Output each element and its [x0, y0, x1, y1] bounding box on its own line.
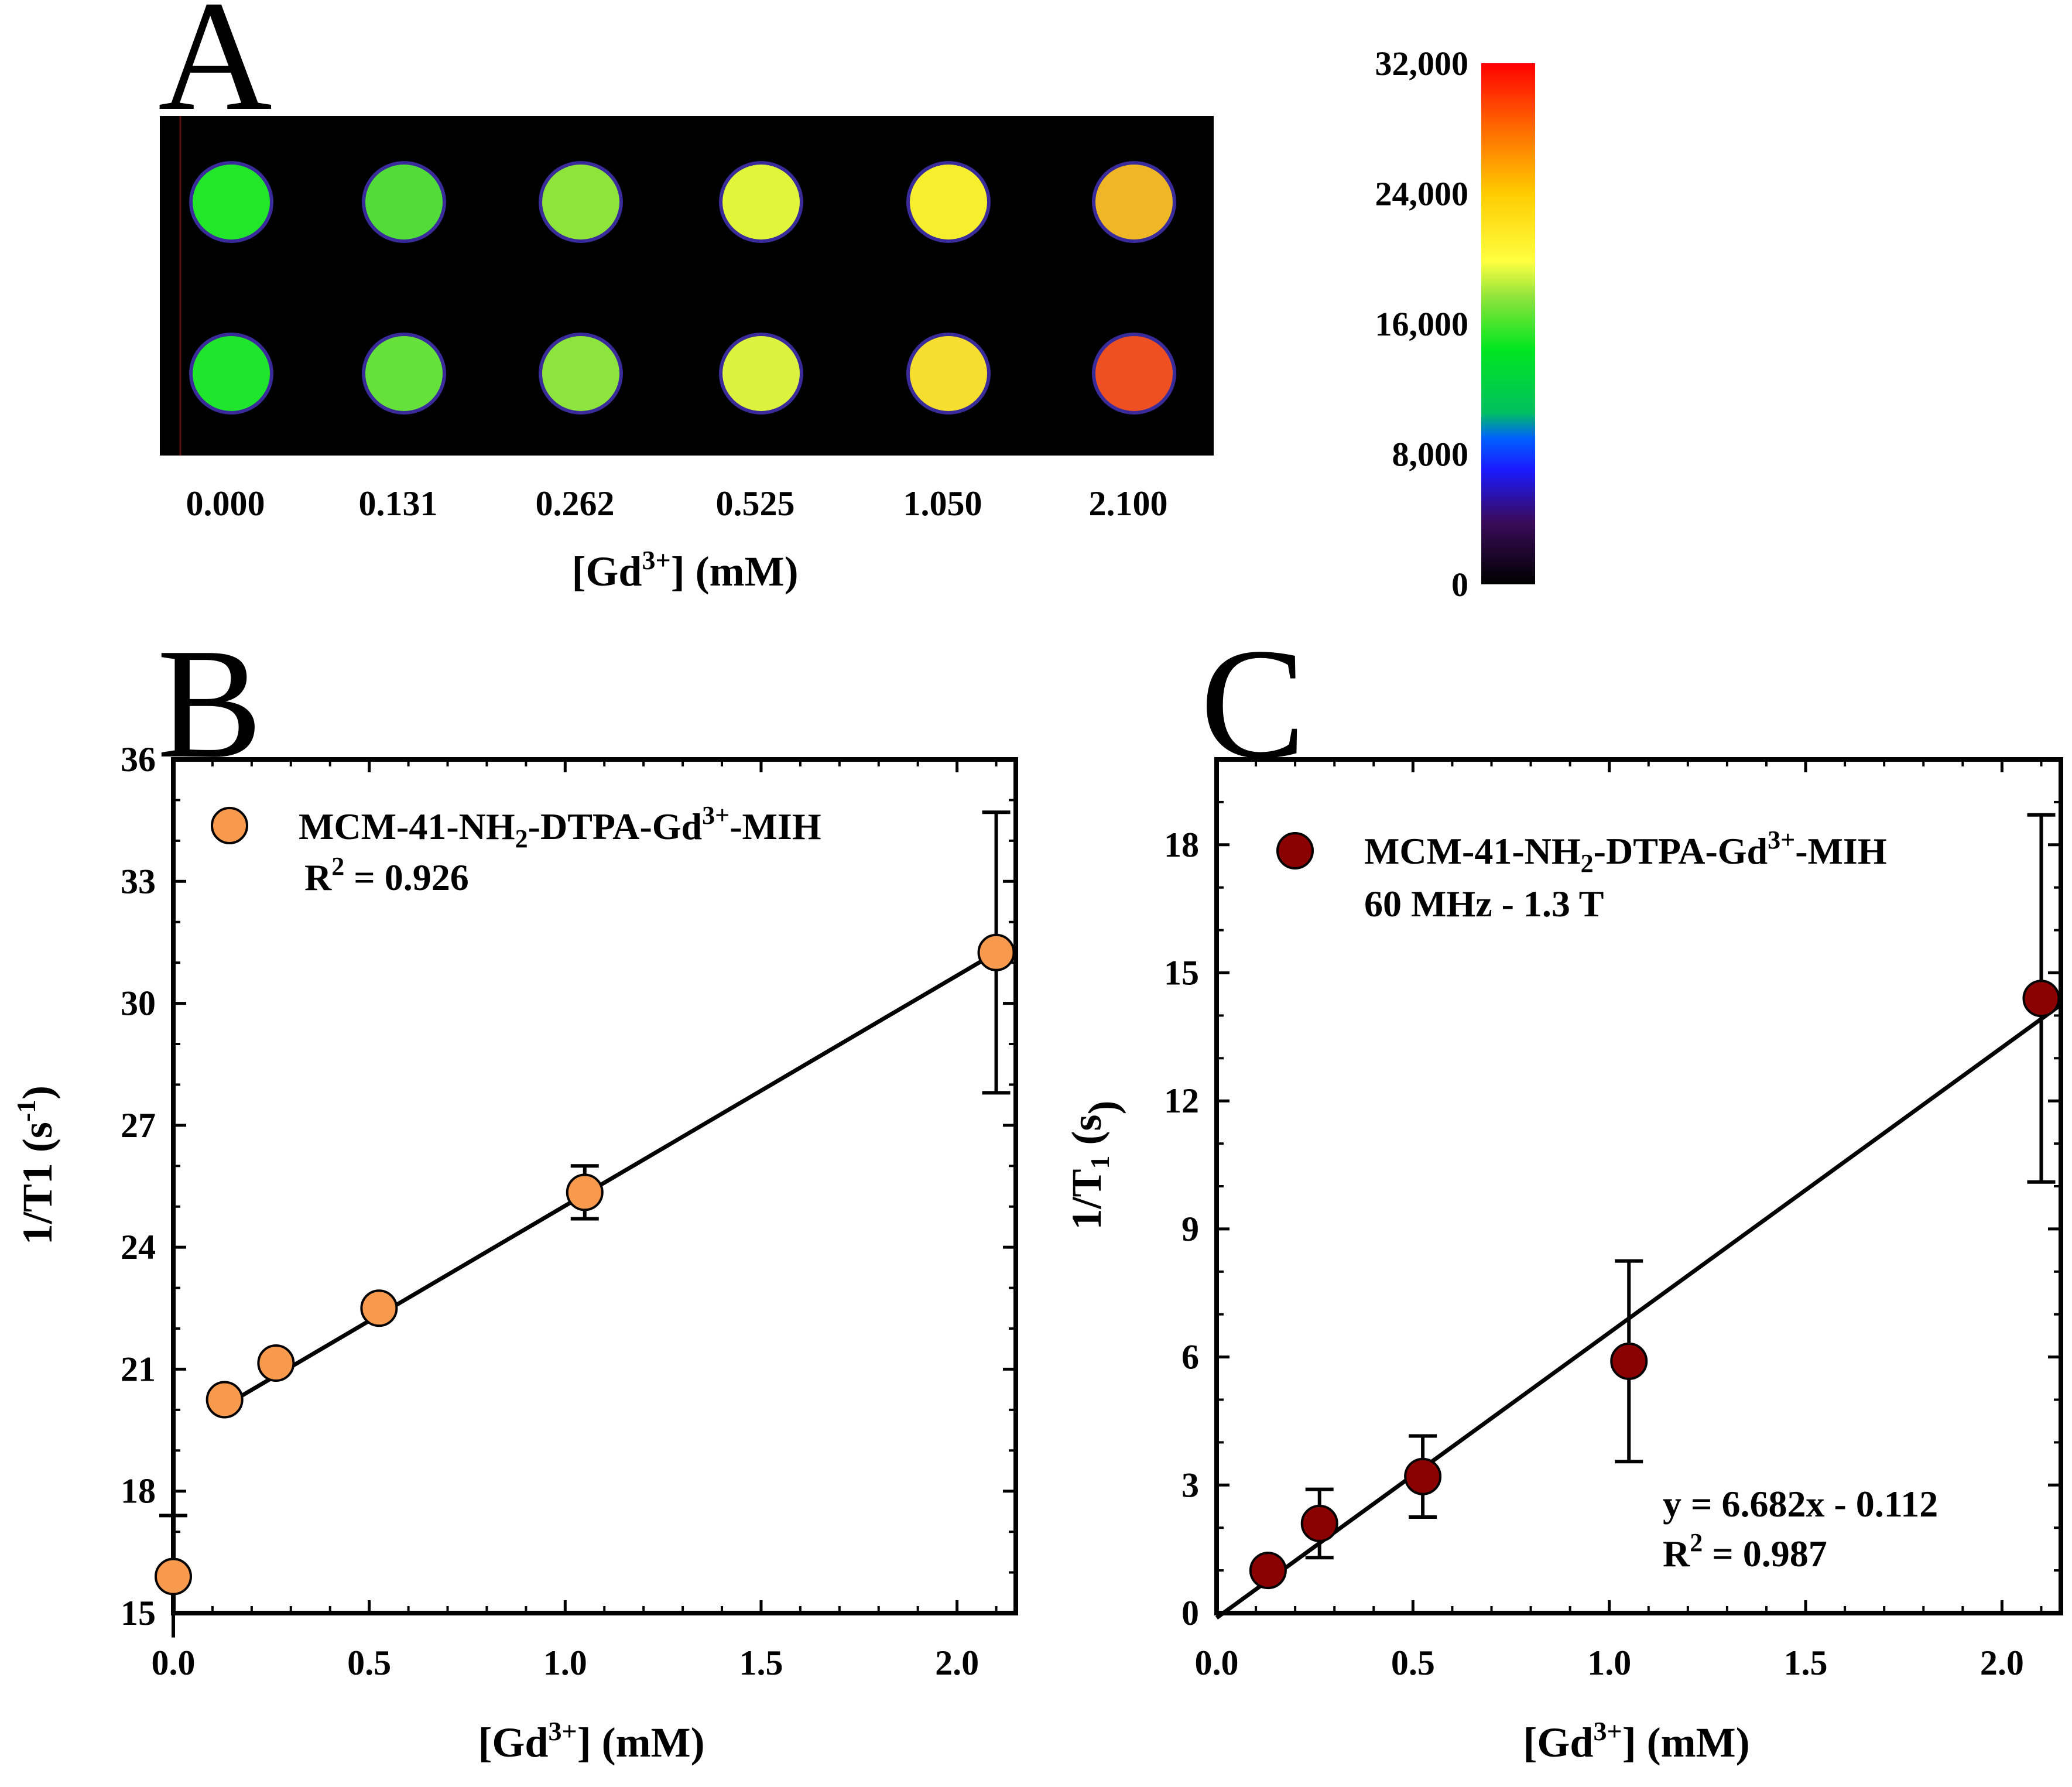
panel-a: A 0.000 0.131 0.262 0.525 1.050 2.100 [Gd3+] … — [158, 0, 1535, 604]
mri-well — [1095, 165, 1173, 239]
panel-a-xlabel: [Gd3+] (mM) — [571, 545, 798, 595]
mri-image-background — [160, 116, 1214, 456]
concentration-label: 2.100 — [1089, 484, 1168, 523]
chart-c-equation: y = 6.682x - 0.112 — [1663, 1483, 1938, 1525]
concentration-label: 0.525 — [716, 484, 795, 523]
colorbar — [1481, 63, 1535, 584]
chart-c-xlabel: [Gd3+] (mM) — [1523, 1716, 1749, 1766]
y-tick-label: 15 — [121, 1594, 156, 1632]
chart-b-ylabel: 1/T1 (s-1) — [11, 1086, 61, 1245]
mri-well — [1095, 336, 1173, 411]
colorbar-tick-label: 16,000 — [1375, 305, 1469, 343]
x-tick-label: 0.0 — [1195, 1644, 1239, 1682]
colorbar-tick-label: 8,000 — [1392, 436, 1469, 474]
chart-c-legend: MCM-41-NH2-DTPA-Gd3+-MIH 60 MHz - 1.3 T … — [1364, 826, 1938, 1574]
y-tick-label: 30 — [121, 984, 156, 1023]
data-point — [206, 1381, 244, 1419]
concentration-label: 0.262 — [536, 484, 615, 523]
mri-well — [193, 336, 270, 411]
plot-frame — [171, 757, 1018, 1615]
colorbar-tick-label: 32,000 — [1375, 44, 1469, 83]
x-tick-label: 0.0 — [152, 1644, 196, 1682]
colorbar-tick-label: 24,000 — [1375, 175, 1469, 213]
colorbar-tick-label: 0 — [1451, 566, 1468, 604]
y-tick-label: 18 — [1164, 826, 1199, 864]
x-tick-label: 2.0 — [1980, 1644, 2024, 1682]
y-tick-label: 21 — [121, 1350, 156, 1388]
y-tick-label: 0 — [1181, 1594, 1199, 1632]
y-tick-label: 9 — [1181, 1210, 1199, 1248]
chart-c-legend-sublabel: 60 MHz - 1.3 T — [1364, 883, 1604, 925]
chart-b-legend-label: MCM-41-NH2-DTPA-Gd3+-MIH — [299, 801, 821, 853]
mri-well — [910, 165, 987, 239]
data-point — [257, 1344, 295, 1382]
concentration-labels: 0.000 0.131 0.262 0.525 1.050 2.100 — [186, 484, 1168, 523]
legend-marker — [211, 807, 248, 844]
mri-well — [542, 165, 619, 239]
y-tick-label: 18 — [121, 1472, 156, 1511]
x-tick-label: 1.5 — [739, 1644, 783, 1682]
data-point — [566, 1173, 604, 1211]
y-tick-label: 27 — [121, 1106, 156, 1145]
y-tick-label: 3 — [1181, 1466, 1199, 1504]
concentration-label: 1.050 — [903, 484, 982, 523]
x-tick-label: 2.0 — [935, 1644, 979, 1682]
x-tick-label: 0.5 — [347, 1644, 391, 1682]
data-point — [360, 1289, 398, 1327]
concentration-label: 0.131 — [359, 484, 438, 523]
mri-well — [722, 336, 800, 411]
y-tick-label: 6 — [1181, 1338, 1199, 1377]
chart-c-r2: R2 = 0.987 — [1663, 1528, 1827, 1574]
mri-well — [365, 165, 443, 239]
data-point — [1610, 1342, 1648, 1380]
x-tick-label: 1.5 — [1784, 1644, 1828, 1682]
data-point — [1404, 1457, 1442, 1495]
y-tick-label: 15 — [1164, 954, 1199, 992]
legend-marker — [1276, 832, 1314, 869]
concentration-label: 0.000 — [186, 484, 265, 523]
mri-well — [193, 165, 270, 239]
chart-b-xlabel: [Gd3+] (mM) — [478, 1716, 704, 1766]
chart-c-legend-label: MCM-41-NH2-DTPA-Gd3+-MIH — [1364, 826, 1887, 878]
mri-well — [910, 336, 987, 411]
data-point — [977, 933, 1015, 971]
colorbar-ticks: 32,000 24,000 16,000 8,000 0 — [1375, 44, 1469, 604]
data-point — [1249, 1552, 1287, 1590]
mri-wells — [189, 161, 1176, 415]
chart-b: 0.0 0.5 1.0 1.5 2.0 15 18 21 24 27 30 33 36 — [121, 740, 1018, 1682]
y-tick-label: 12 — [1164, 1081, 1199, 1120]
y-tick-label: 24 — [121, 1228, 156, 1266]
x-tick-label: 0.5 — [1391, 1644, 1435, 1682]
data-point — [155, 1557, 192, 1596]
x-tick-label: 1.0 — [1587, 1644, 1631, 1682]
x-tick-label: 1.0 — [543, 1644, 587, 1682]
data-point — [1300, 1504, 1338, 1542]
chart-b-legend: MCM-41-NH2-DTPA-Gd3+-MIH R2 = 0.926 — [299, 801, 821, 898]
chart-b-r2: R2 = 0.926 — [304, 852, 469, 898]
mri-well — [542, 336, 619, 411]
chart-c-ylabel: 1/T1 (s) — [1063, 1100, 1126, 1230]
mri-well — [365, 336, 443, 411]
fit-line — [223, 950, 998, 1408]
y-tick-label: 33 — [121, 862, 156, 901]
mri-well — [722, 165, 800, 239]
fit-line — [1215, 1003, 2063, 1620]
data-point — [2022, 980, 2060, 1018]
chart-c: 0.0 0.5 1.0 1.5 2.0 0 3 6 9 12 15 18 — [1164, 757, 2063, 1682]
y-tick-label: 36 — [121, 740, 156, 779]
